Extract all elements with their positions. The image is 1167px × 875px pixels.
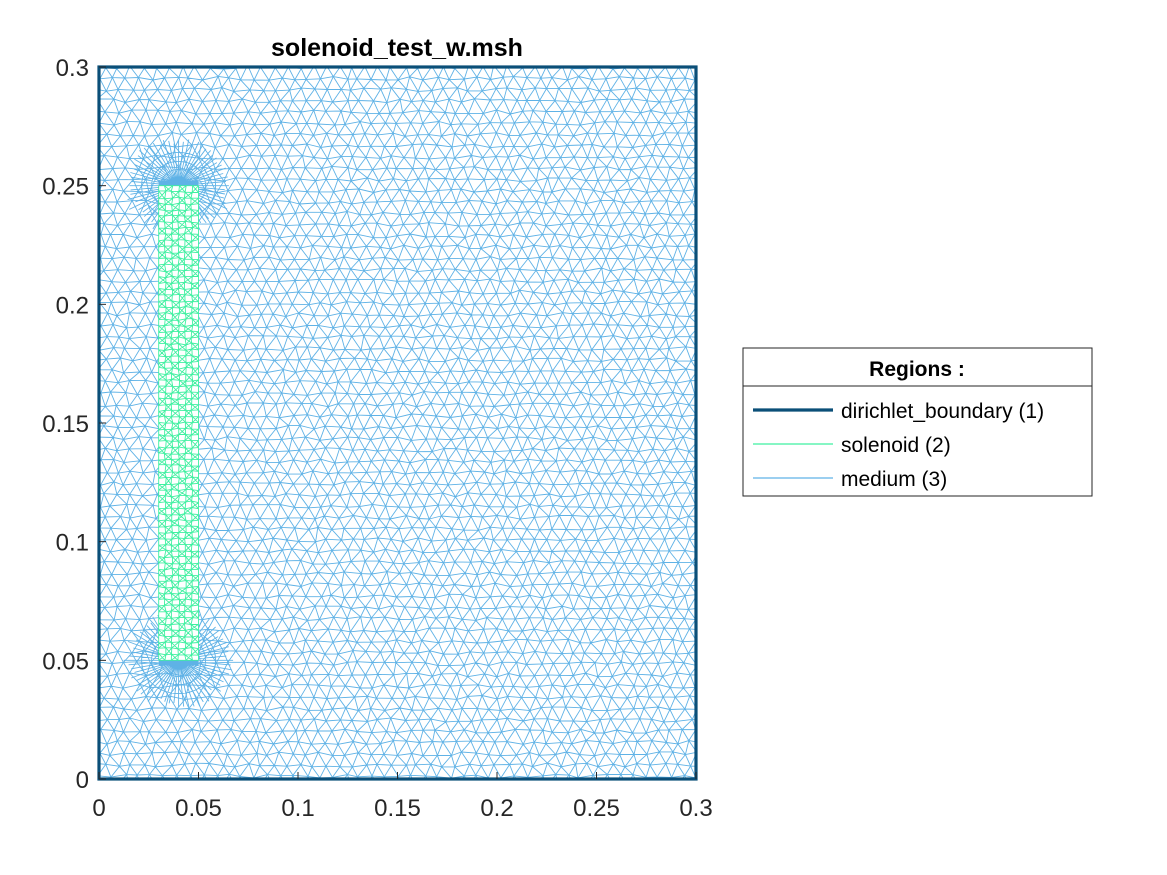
y-tick-label: 0.3 xyxy=(56,55,89,82)
medium-mesh-edges xyxy=(99,67,696,779)
y-tick-label: 0 xyxy=(76,767,89,794)
legend-label-3: medium (3) xyxy=(841,468,947,491)
x-tick-label: 0.1 xyxy=(281,795,314,822)
y-tick-label: 0.05 xyxy=(42,648,89,675)
x-tick-label: 0.15 xyxy=(374,795,421,822)
solenoid-mesh-edges xyxy=(158,185,199,661)
y-tick-label: 0.2 xyxy=(56,292,89,319)
solenoid-mesh xyxy=(158,185,199,661)
x-axis: 0 0.05 0.1 0.15 0.2 0.25 0.3 xyxy=(92,772,713,822)
legend-label-1: dirichlet_boundary (1) xyxy=(841,400,1044,423)
x-tick-label: 0.25 xyxy=(573,795,620,822)
x-tick-label: 0.3 xyxy=(679,795,712,822)
x-tick-label: 0.2 xyxy=(480,795,513,822)
legend-entries: dirichlet_boundary (1) solenoid (2) medium… xyxy=(753,400,1044,491)
y-tick-label: 0.25 xyxy=(42,174,89,201)
legend-label-2: solenoid (2) xyxy=(841,434,951,457)
plot-area xyxy=(97,65,698,781)
x-tick-label: 0.05 xyxy=(175,795,222,822)
legend-box xyxy=(742,347,1093,497)
chart-title: solenoid_test_w.msh xyxy=(271,34,523,62)
legend-title: Regions : xyxy=(869,358,965,381)
y-axis: 0 0.05 0.1 0.15 0.2 0.25 0.3 xyxy=(42,55,106,794)
legend: Regions : dirichlet_boundary (1) solenoid… xyxy=(742,347,1093,497)
y-tick-label: 0.15 xyxy=(42,411,89,438)
x-tick-label: 0 xyxy=(92,795,105,822)
y-tick-label: 0.1 xyxy=(56,530,89,557)
